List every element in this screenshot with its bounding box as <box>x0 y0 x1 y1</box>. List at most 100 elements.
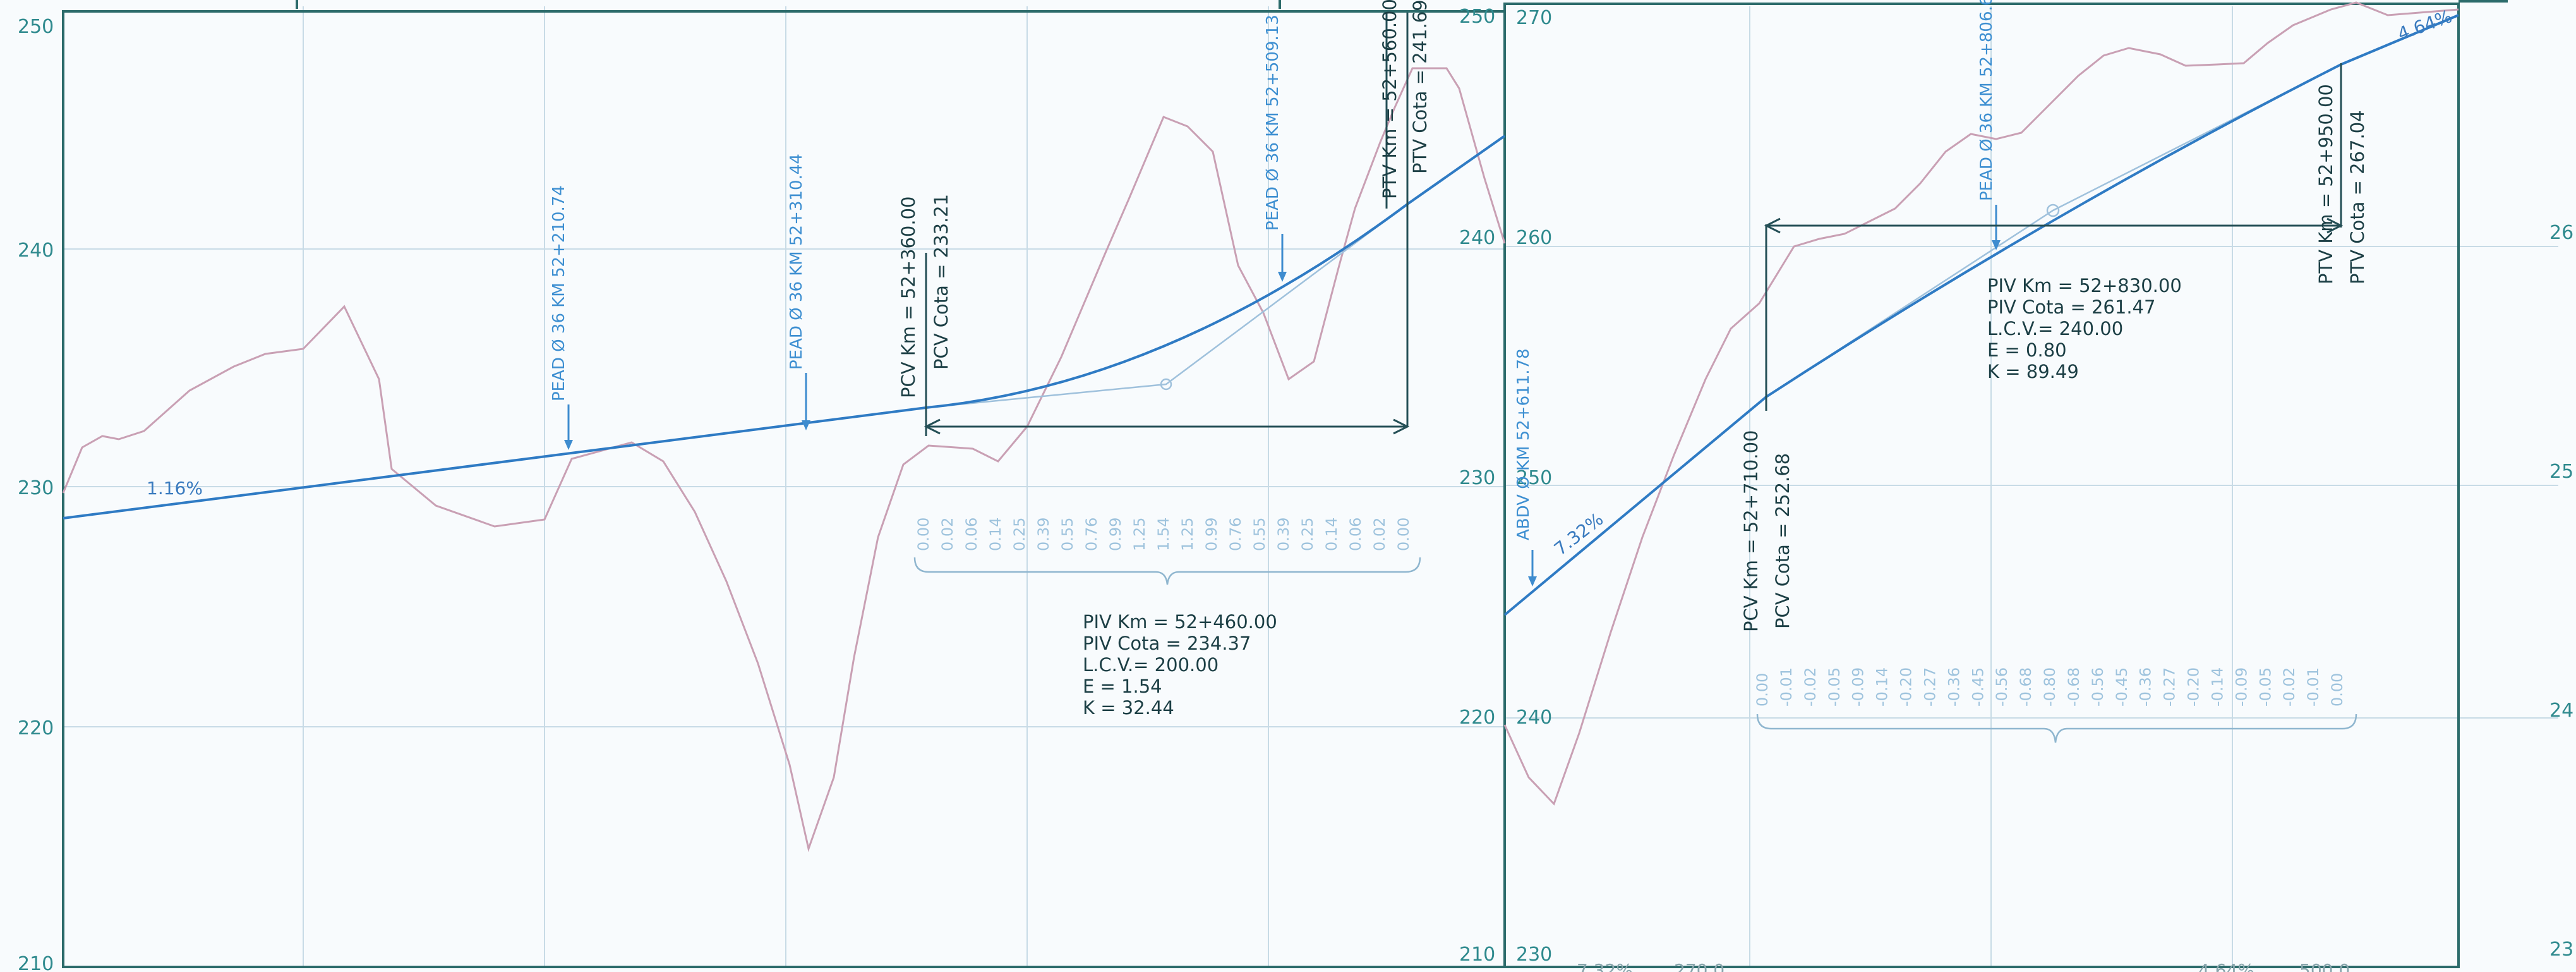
curve-2-brace <box>1756 714 2357 743</box>
curve-2-dimensions <box>1764 63 2344 411</box>
ordinate-value: 0.76 <box>1227 518 1244 551</box>
curve-1-piv-km: PIV Km = 52+460.00 <box>1083 611 1277 633</box>
curve-1-dimensions <box>924 13 1410 436</box>
ordinate-value: 0.06 <box>1347 518 1364 551</box>
ordinate-value: 0.39 <box>1275 518 1292 551</box>
mid-axis-label-outer: 240 <box>1459 227 1495 249</box>
pipe-label: PEAD Ø 36 KM 52+310.44 <box>787 154 806 370</box>
curve-2-piv-cota: PIV Cota = 261.47 <box>1987 296 2155 318</box>
curve-1-ordinates: 0.00 0.02 0.06 0.14 0.25 0.39 0.55 0.76 0.99 1.25… <box>915 518 1412 551</box>
ordinate-value: 0.02 <box>939 518 956 551</box>
ordinate-value: -0.36 <box>1945 667 1963 707</box>
ordinate-value: 0.00 <box>915 518 932 551</box>
ordinate-value: -0.68 <box>2065 667 2083 707</box>
pipe-markers <box>564 205 2001 586</box>
curve-1-ptv-cota: PTV Cota = 241.69 <box>1409 0 1431 174</box>
mid-axis-label-outer: 220 <box>1459 707 1495 729</box>
ordinate-value: -0.09 <box>2232 667 2250 707</box>
ordinate-value: 1.25 <box>1131 518 1148 551</box>
ordinate-value: 0.02 <box>1371 518 1388 551</box>
curve-2-k: K = 89.49 <box>1987 361 2079 382</box>
ordinate-value: 0.14 <box>987 518 1004 551</box>
ordinate-value: -0.27 <box>2161 667 2179 707</box>
curve-1-brace <box>913 557 1421 585</box>
ordinate-value: -0.05 <box>2256 667 2274 707</box>
sheet-frames <box>62 0 2508 968</box>
ordinate-value: 0.55 <box>1251 518 1268 551</box>
right-axis-labels: 26 25 24 23 <box>2549 222 2573 961</box>
curve-1-e: E = 1.54 <box>1083 676 1162 697</box>
ordinate-value: -0.02 <box>2280 667 2298 707</box>
curve-2-pcv-cota: PCV Cota = 252.68 <box>1772 453 1793 629</box>
grade-line-left <box>63 135 1506 519</box>
mid-axis-labels: 250 240 230 220 210 270 260 250 240 230 <box>1459 6 1552 966</box>
ordinate-value: -0.68 <box>2017 667 2035 707</box>
piv-marker-1 <box>1160 378 1172 391</box>
ordinate-value: -0.56 <box>2089 667 2107 707</box>
left-axis-labels: 250 240 230 220 210 <box>18 16 54 972</box>
right-axis-label: 24 <box>2549 700 2573 722</box>
ordinate-value: -0.02 <box>1802 667 1819 707</box>
ordinate-value: -0.80 <box>2041 667 2059 707</box>
curve-2-ordinates: 0.00 -0.01 -0.02 -0.05 -0.09 -0.14 -0.20 -0.27-… <box>1754 667 2346 707</box>
ordinate-value: -0.01 <box>1778 667 1795 707</box>
ordinate-value: 1.54 <box>1155 518 1172 551</box>
mid-axis-label-outer: 230 <box>1459 467 1495 489</box>
ordinate-value: 0.14 <box>1323 518 1340 551</box>
pipe-label: ABDV Ø KM 52+611.78 <box>1514 348 1533 540</box>
ordinate-value: -0.05 <box>1826 667 1843 707</box>
ordinate-value: -0.14 <box>1874 667 1891 707</box>
ordinate-value: 0.25 <box>1011 518 1028 551</box>
ordinate-value: 0.06 <box>963 518 980 551</box>
left-axis-label: 210 <box>18 953 54 972</box>
pipe-label: PEAD Ø 36 KM 52+210.74 <box>550 185 569 401</box>
ordinate-value: -0.09 <box>1850 667 1867 707</box>
curve-1-lcv: L.C.V.= 200.00 <box>1083 654 1219 676</box>
ordinate-value: 0.99 <box>1203 518 1220 551</box>
tangent-curve-1 <box>925 203 1408 409</box>
mid-axis-label-inner: 250 <box>1516 467 1552 489</box>
ordinate-value: -0.01 <box>2304 667 2322 707</box>
mid-axis-label-inner: 270 <box>1516 7 1552 29</box>
bottom-fragment: 270.0 <box>1674 960 1724 972</box>
ordinate-value: 0.25 <box>1299 518 1316 551</box>
curve-1-k: K = 32.44 <box>1083 697 1174 719</box>
curve-2-piv-km: PIV Km = 52+830.00 <box>1987 275 2182 296</box>
curve-1-info: PIV Km = 52+460.00 PIV Cota = 234.37 L.C… <box>1083 611 1277 719</box>
curve-2-info: PIV Km = 52+830.00 PIV Cota = 261.47 L.C… <box>1987 275 2182 382</box>
grade-line-right <box>1503 14 2459 616</box>
bottom-fragment: 500.0 <box>2299 960 2350 972</box>
curve-1-piv-cota: PIV Cota = 234.37 <box>1083 633 1251 654</box>
ordinate-value: -0.36 <box>2137 667 2155 707</box>
right-axis-label: 26 <box>2549 222 2573 244</box>
ordinate-value: -0.45 <box>2113 667 2131 707</box>
ordinate-value: -0.45 <box>1969 667 1987 707</box>
ordinate-value: 0.99 <box>1107 518 1124 551</box>
bottom-fragment: 7.32% <box>1577 960 1633 972</box>
ordinate-value: 1.25 <box>1179 518 1196 551</box>
ordinate-value: -0.20 <box>2185 667 2203 707</box>
mid-axis-label-inner: 230 <box>1516 944 1552 966</box>
curve-2-pcv-km: PCV Km = 52+710.00 <box>1740 430 1762 632</box>
left-axis-label: 240 <box>18 240 54 262</box>
mid-axis-label-inner: 240 <box>1516 707 1552 729</box>
ordinate-value: 0.39 <box>1035 518 1052 551</box>
curve-1-pcv-cota: PCV Cota = 233.21 <box>930 194 952 370</box>
mid-axis-label-inner: 260 <box>1516 227 1552 249</box>
ordinate-value: -0.14 <box>2208 667 2226 707</box>
ordinate-value: 0.00 <box>2328 673 2346 707</box>
ground-profile-left <box>62 67 1506 853</box>
mid-axis-label-outer: 210 <box>1459 944 1495 966</box>
bottom-fragment: 4.64% <box>2198 960 2254 972</box>
curve-2-e: E = 0.80 <box>1987 339 2067 361</box>
piv-marker-2 <box>2046 204 2060 217</box>
right-axis-label: 25 <box>2549 461 2573 483</box>
left-axis-label: 220 <box>18 717 54 739</box>
horizontal-grid <box>63 246 2558 727</box>
ordinate-value: 0.55 <box>1059 518 1076 551</box>
ordinate-value: -0.27 <box>1921 667 1939 707</box>
ordinate-value: 0.00 <box>1754 673 1771 707</box>
curve-2-ptv-km: PTV Km = 52+950.00 <box>2315 84 2337 284</box>
